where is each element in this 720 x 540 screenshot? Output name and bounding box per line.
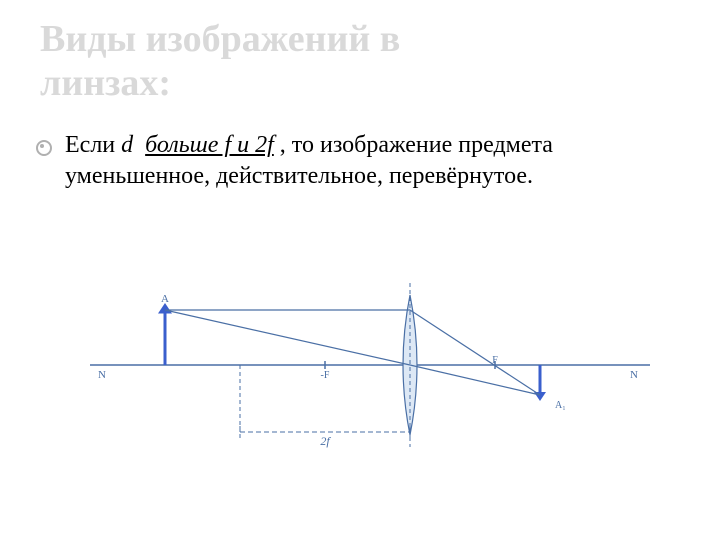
text-prefix: Если — [65, 132, 121, 158]
bullet-icon — [36, 140, 52, 156]
svg-text:N: N — [630, 369, 638, 381]
svg-text:-F: -F — [321, 370, 330, 381]
text-suffix: , то изображение предмета уменьшенное, д… — [65, 132, 553, 189]
lens-diagram: A A₁ N N -F F 2f — [90, 260, 650, 470]
slide-title: Виды изображений в линзах: — [40, 18, 400, 105]
text-emph: больше f и 2f — [145, 132, 274, 158]
text-d: d — [121, 132, 133, 158]
lens-svg: A A₁ N N -F F 2f — [90, 260, 650, 470]
svg-text:F: F — [492, 355, 498, 366]
body-text: Если d больше f и 2f , то изображение пр… — [65, 130, 680, 192]
svg-text:A: A — [161, 293, 169, 305]
svg-text:2f: 2f — [320, 434, 331, 448]
svg-text:A₁: A₁ — [555, 400, 566, 411]
title-line1: Виды изображений в — [40, 18, 400, 60]
svg-text:N: N — [98, 369, 106, 381]
title-line2: линзах: — [40, 62, 171, 104]
